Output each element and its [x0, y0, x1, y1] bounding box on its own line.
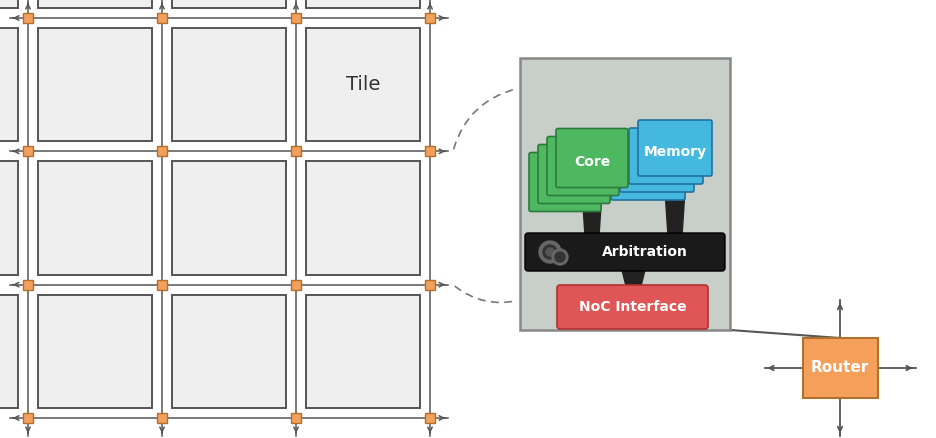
- Polygon shape: [665, 190, 685, 236]
- FancyBboxPatch shape: [172, 0, 286, 8]
- FancyBboxPatch shape: [0, 295, 18, 408]
- FancyBboxPatch shape: [547, 137, 619, 195]
- Bar: [157, 146, 167, 156]
- FancyBboxPatch shape: [629, 128, 703, 184]
- FancyBboxPatch shape: [620, 136, 694, 192]
- Bar: [157, 413, 167, 423]
- Circle shape: [543, 245, 557, 259]
- Text: Memory: Memory: [643, 145, 707, 159]
- Text: Tile: Tile: [345, 75, 380, 94]
- FancyBboxPatch shape: [306, 161, 420, 275]
- FancyBboxPatch shape: [0, 28, 18, 141]
- Text: Router: Router: [811, 360, 870, 375]
- FancyBboxPatch shape: [638, 120, 712, 176]
- Bar: [291, 146, 301, 156]
- Polygon shape: [582, 190, 602, 236]
- Bar: [425, 146, 435, 156]
- FancyBboxPatch shape: [38, 295, 152, 408]
- Bar: [291, 280, 301, 290]
- Text: Arbitration: Arbitration: [602, 245, 687, 259]
- Circle shape: [546, 248, 554, 256]
- Bar: [425, 13, 435, 23]
- Polygon shape: [585, 236, 682, 240]
- Text: NoC Interface: NoC Interface: [578, 300, 686, 314]
- Bar: [425, 413, 435, 423]
- FancyBboxPatch shape: [306, 0, 420, 8]
- FancyBboxPatch shape: [172, 28, 286, 141]
- FancyBboxPatch shape: [38, 28, 152, 141]
- Bar: [157, 13, 167, 23]
- FancyBboxPatch shape: [611, 144, 685, 200]
- Bar: [23, 280, 33, 290]
- FancyBboxPatch shape: [529, 152, 601, 212]
- Bar: [23, 13, 33, 23]
- FancyBboxPatch shape: [38, 0, 152, 8]
- Bar: [425, 280, 435, 290]
- FancyBboxPatch shape: [306, 295, 420, 408]
- Polygon shape: [622, 268, 646, 288]
- FancyBboxPatch shape: [306, 28, 420, 141]
- Circle shape: [552, 249, 568, 265]
- Circle shape: [555, 252, 565, 262]
- FancyBboxPatch shape: [538, 145, 610, 204]
- FancyBboxPatch shape: [525, 233, 725, 271]
- Text: Core: Core: [574, 155, 610, 169]
- FancyBboxPatch shape: [172, 295, 286, 408]
- Bar: [157, 280, 167, 290]
- FancyBboxPatch shape: [0, 0, 18, 8]
- FancyBboxPatch shape: [0, 161, 18, 275]
- FancyBboxPatch shape: [38, 161, 152, 275]
- Bar: [23, 413, 33, 423]
- FancyBboxPatch shape: [172, 161, 286, 275]
- Bar: [291, 13, 301, 23]
- Bar: [23, 146, 33, 156]
- Bar: [291, 413, 301, 423]
- FancyBboxPatch shape: [557, 285, 708, 329]
- Bar: [802, 338, 878, 398]
- Bar: [520, 58, 730, 330]
- FancyBboxPatch shape: [556, 128, 628, 187]
- Circle shape: [539, 241, 561, 263]
